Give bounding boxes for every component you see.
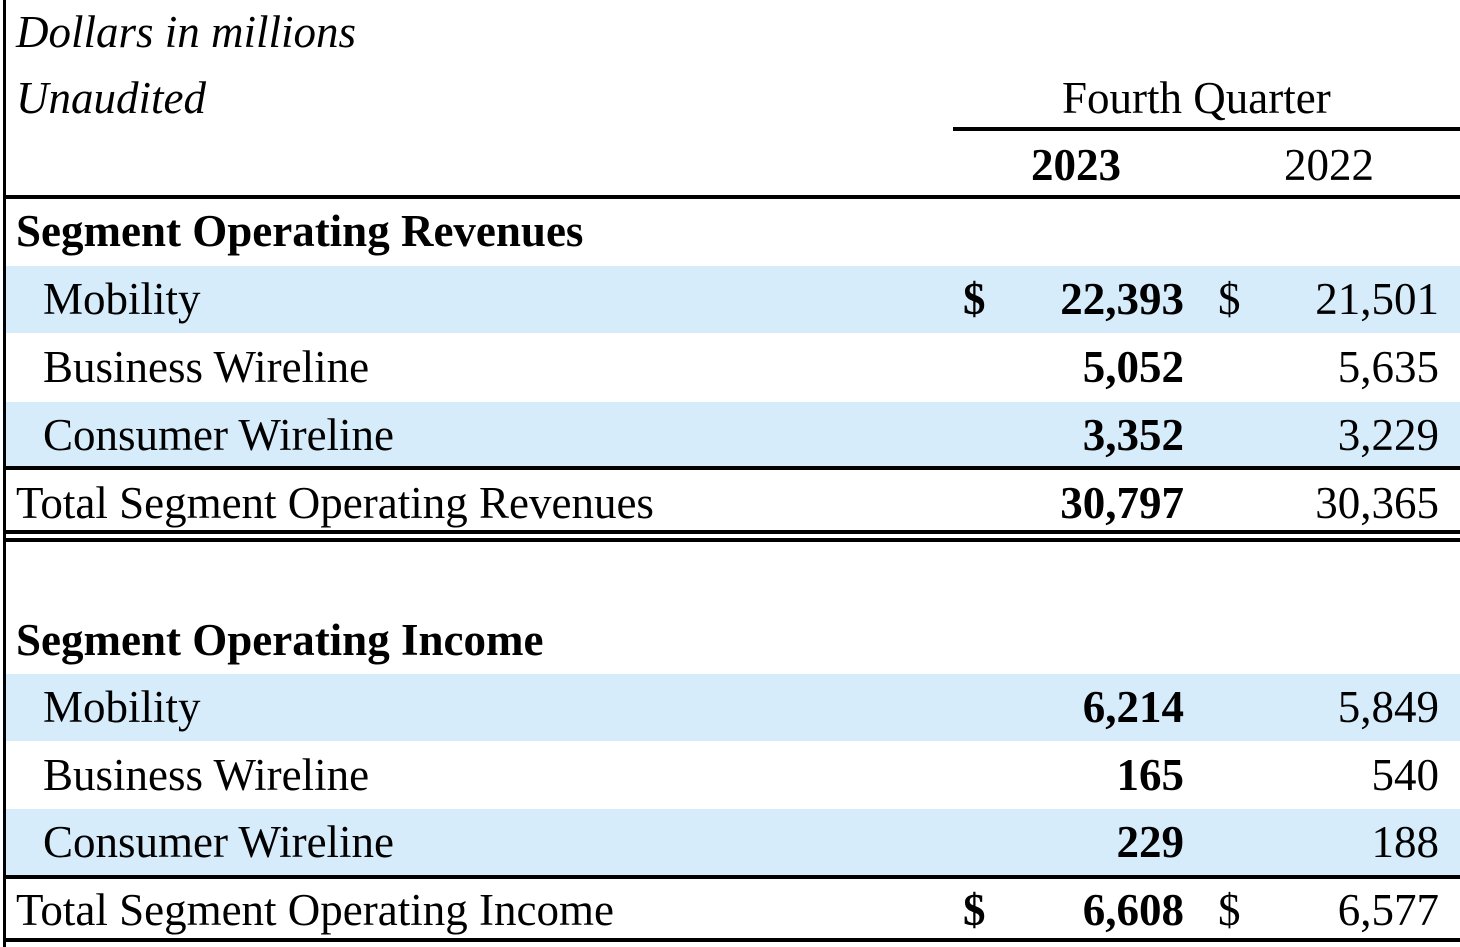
subtotal-rule (6, 466, 1460, 470)
double-rule-top (6, 530, 1460, 534)
value-2023: 165 (1116, 750, 1185, 800)
total-value-2022: 30,365 (1315, 478, 1439, 528)
row-band (6, 674, 1460, 741)
table-left-border (3, 0, 6, 947)
row-band (6, 402, 1460, 469)
value-2022: 540 (1371, 750, 1440, 800)
table-row-label: Business Wireline (43, 342, 370, 392)
table-row-label: Mobility (43, 682, 201, 732)
currency-symbol: $ (963, 885, 986, 935)
total-value-2022: 6,577 (1337, 885, 1439, 935)
table-row-label: Business Wireline (43, 750, 370, 800)
subtotal-rule (6, 875, 1460, 879)
header-rule (6, 195, 1460, 199)
period-header: Fourth Quarter (1062, 73, 1331, 123)
table-row-label: Mobility (43, 274, 201, 324)
value-2023: 229 (1116, 817, 1185, 867)
value-2023: 6,214 (1082, 682, 1184, 732)
table-row-label: Consumer Wireline (43, 817, 395, 867)
table-row-label: Consumer Wireline (43, 410, 395, 460)
value-2022: 5,635 (1337, 342, 1439, 392)
section-title-income: Segment Operating Income (16, 615, 544, 665)
period-underline (953, 127, 1460, 131)
row-band (6, 266, 1460, 333)
value-2023: 5,052 (1082, 342, 1184, 392)
value-2022: 188 (1371, 817, 1440, 867)
units-note: Dollars in millions (16, 7, 357, 57)
value-2022: 21,501 (1315, 274, 1439, 324)
total-value-2023: 30,797 (1060, 478, 1184, 528)
value-2023: 3,352 (1082, 410, 1184, 460)
row-band (6, 809, 1460, 876)
currency-symbol: $ (963, 274, 986, 324)
total-row-label: Total Segment Operating Income (16, 885, 614, 935)
double-rule-bottom (6, 538, 1460, 542)
total-value-2023: 6,608 (1082, 885, 1184, 935)
bottom-rule (6, 938, 1460, 942)
currency-symbol: $ (1218, 274, 1241, 324)
value-2022: 5,849 (1337, 682, 1439, 732)
total-row-label: Total Segment Operating Revenues (16, 478, 654, 528)
audit-status-note: Unaudited (16, 73, 206, 123)
value-2022: 3,229 (1337, 410, 1439, 460)
year-2023-header: 2023 (1031, 140, 1121, 190)
value-2023: 22,393 (1060, 274, 1184, 324)
currency-symbol: $ (1218, 885, 1241, 935)
year-2022-header: 2022 (1284, 140, 1374, 190)
section-title-revenues: Segment Operating Revenues (16, 206, 584, 256)
